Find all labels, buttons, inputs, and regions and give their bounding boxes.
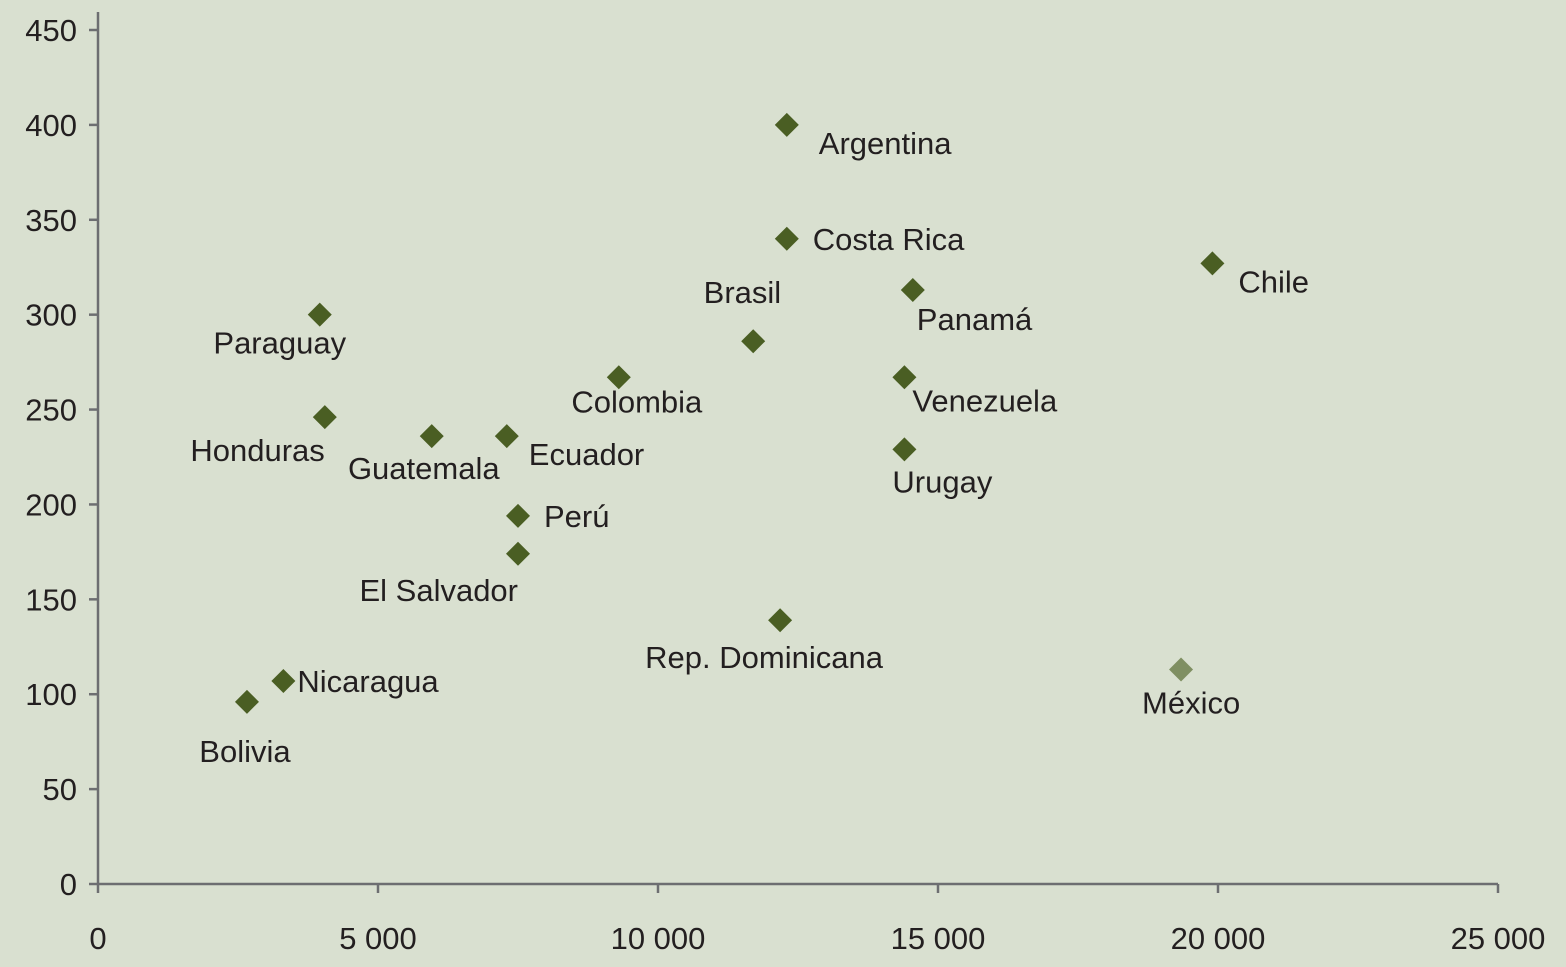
point-label: Argentina <box>819 126 952 161</box>
data-points <box>234 112 1225 714</box>
point-label: Urugay <box>892 464 992 499</box>
point-marker-per- <box>506 503 530 528</box>
point-label: El Salvador <box>359 573 518 608</box>
x-tick-label: 0 <box>89 921 106 956</box>
point-label: Ecuador <box>529 437 644 472</box>
point-label: México <box>1142 686 1240 721</box>
point-label: Costa Rica <box>813 222 965 257</box>
point-marker-el-salvador <box>506 541 530 566</box>
point-label: Paraguay <box>213 326 346 361</box>
x-tick-label: 25 000 <box>1451 921 1546 956</box>
point-label: Honduras <box>190 433 324 468</box>
point-marker-venezuela <box>892 365 917 390</box>
point-label: Guatemala <box>348 451 500 486</box>
y-tick-label: 100 <box>25 677 77 712</box>
x-tick-label: 15 000 <box>891 921 986 956</box>
point-marker-brasil <box>741 329 766 354</box>
point-label: Brasil <box>704 275 782 310</box>
y-tick-label: 450 <box>25 13 77 48</box>
point-label: Panamá <box>917 302 1033 337</box>
point-marker-ecuador <box>494 424 519 449</box>
y-tick-label: 300 <box>25 298 77 333</box>
y-tick-label: 350 <box>25 203 77 238</box>
y-tick-label: 200 <box>25 487 77 522</box>
point-label: Venezuela <box>912 383 1058 418</box>
point-label: Nicaragua <box>297 664 439 699</box>
point-marker-paraguay <box>307 302 332 327</box>
y-tick-label: 150 <box>25 582 77 617</box>
point-label: Colombia <box>571 384 703 419</box>
y-tick-label: 400 <box>25 108 77 143</box>
point-marker-m-xico <box>1169 657 1194 682</box>
point-label: Bolivia <box>199 734 291 769</box>
point-marker-guatemala <box>419 424 444 449</box>
point-label: Chile <box>1238 264 1309 299</box>
point-marker-argentina <box>774 112 799 137</box>
point-marker-costa-rica <box>774 226 799 251</box>
point-marker-urugay <box>892 437 917 462</box>
point-labels: Argentina Costa Rica Chile Panamá Paraguay Br… <box>190 126 1309 769</box>
y-tick-label: 0 <box>60 867 77 902</box>
point-marker-panam- <box>900 277 925 302</box>
point-marker-rep-dominicana <box>768 608 793 633</box>
point-marker-honduras <box>312 405 337 430</box>
point-label: Perú <box>544 499 609 534</box>
y-tick-label: 50 <box>43 772 77 807</box>
point-marker-colombia <box>606 365 631 390</box>
x-tick-label: 20 000 <box>1171 921 1266 956</box>
x-tick-label: 10 000 <box>611 921 706 956</box>
axes: 0 50 100 150 200 250 300 350 400 450 0 5 000 10 000 1… <box>25 12 1545 956</box>
y-tick-label: 250 <box>25 393 77 428</box>
x-tick-label: 5 000 <box>339 921 417 956</box>
point-marker-bolivia <box>234 689 259 714</box>
point-marker-nicaragua <box>271 668 296 693</box>
point-label: Rep. Dominicana <box>645 640 884 675</box>
point-marker-chile <box>1200 251 1225 276</box>
